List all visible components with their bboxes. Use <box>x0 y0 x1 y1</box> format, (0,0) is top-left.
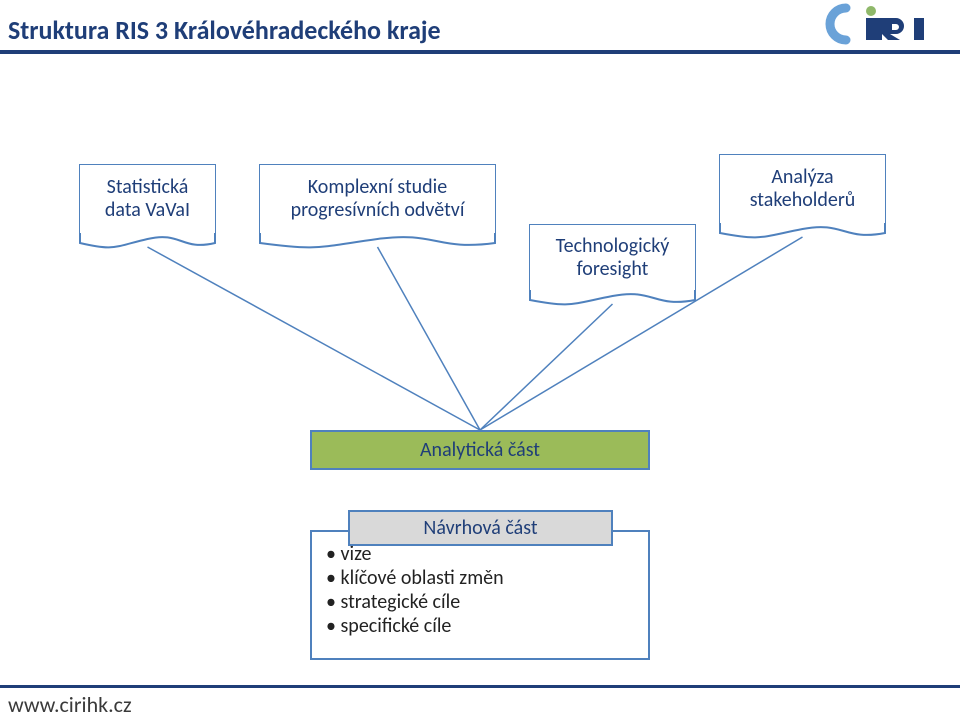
bullet-item: strategické cíle <box>326 590 634 614</box>
footer-url: www.cirihk.cz <box>8 691 132 718</box>
doc-node-analyza: Analýzastakeholderů <box>720 155 885 223</box>
doc-node-foresight: Technologickýforesight <box>530 225 695 290</box>
title-rule <box>0 50 960 54</box>
bullet-item: specifické cíle <box>326 614 634 638</box>
ciri-logo <box>824 0 944 53</box>
doc-node-komplex: Komplexní studieprogresívních odvětví <box>260 165 495 233</box>
design-part-label: Návrhová část <box>423 516 537 540</box>
doc-node-stat: Statistickádata VaVaI <box>80 165 215 233</box>
page-title: Struktura RIS 3 Královéhradeckého kraje <box>8 14 441 46</box>
analytic-part-label: Analytická část <box>420 438 540 462</box>
footer-rule <box>0 685 960 688</box>
bullet-item: klíčové oblasti změn <box>326 566 634 590</box>
design-part-header: Návrhová část <box>348 510 613 546</box>
analytic-part-box: Analytická část <box>310 430 650 470</box>
design-part-box: vize klíčové oblasti změn strategické cí… <box>310 530 650 660</box>
